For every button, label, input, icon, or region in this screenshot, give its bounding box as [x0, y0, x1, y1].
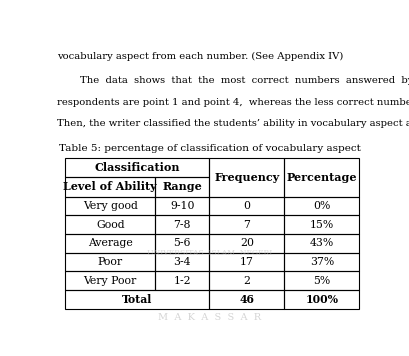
Text: Table 5: percentage of classification of vocabulary aspect: Table 5: percentage of classification of… — [58, 144, 361, 153]
Text: 100%: 100% — [305, 294, 338, 305]
Text: 1-2: 1-2 — [173, 276, 191, 286]
Text: Average: Average — [88, 239, 133, 248]
Text: 0%: 0% — [313, 201, 330, 211]
Bar — [284, 253, 359, 271]
Text: Total: Total — [122, 294, 153, 305]
Bar — [155, 197, 209, 215]
Text: 20: 20 — [240, 239, 254, 248]
Bar — [209, 253, 284, 271]
Text: Classification: Classification — [94, 162, 180, 173]
Text: 15%: 15% — [310, 220, 334, 230]
Bar — [155, 215, 209, 234]
Text: Then, the writer classified the students’ ability in vocabulary aspect as follow: Then, the writer classified the students… — [57, 119, 409, 128]
Bar — [155, 234, 209, 253]
Bar — [65, 253, 155, 271]
Text: Range: Range — [162, 182, 202, 192]
Text: 43%: 43% — [310, 239, 334, 248]
Text: 2: 2 — [243, 276, 250, 286]
Text: The  data  shows  that  the  most  correct  numbers  answered  by  the: The data shows that the most correct num… — [80, 76, 409, 85]
Text: Frequency: Frequency — [214, 172, 279, 183]
Text: 17: 17 — [240, 257, 254, 267]
Bar — [209, 197, 284, 215]
Bar — [284, 158, 359, 197]
Bar — [209, 234, 284, 253]
Bar — [209, 271, 284, 290]
Bar — [209, 158, 284, 197]
Bar — [155, 177, 209, 197]
Text: respondents are point 1 and point 4,  whereas the less correct number is point 7: respondents are point 1 and point 4, whe… — [57, 98, 409, 106]
Bar — [284, 234, 359, 253]
Text: Poor: Poor — [98, 257, 123, 267]
Bar — [65, 271, 155, 290]
Text: Level of Ability: Level of Ability — [63, 182, 157, 192]
Bar — [209, 215, 284, 234]
Bar — [65, 197, 155, 215]
Text: 7-8: 7-8 — [173, 220, 191, 230]
Text: M  A  K  A  S  S  A  R: M A K A S S A R — [158, 313, 261, 322]
Text: 9-10: 9-10 — [170, 201, 194, 211]
Bar — [65, 215, 155, 234]
Bar — [284, 271, 359, 290]
Text: 37%: 37% — [310, 257, 334, 267]
Text: UNIVERSITAS  ISLAM  NEGERI: UNIVERSITAS ISLAM NEGERI — [147, 249, 272, 257]
Bar — [65, 158, 209, 177]
Bar — [284, 197, 359, 215]
Bar — [65, 290, 209, 309]
Bar — [155, 271, 209, 290]
Text: Good: Good — [96, 220, 124, 230]
Bar — [209, 290, 284, 309]
Bar — [284, 215, 359, 234]
Bar — [284, 290, 359, 309]
Text: 5%: 5% — [313, 276, 330, 286]
Text: 46: 46 — [239, 294, 254, 305]
Bar — [155, 253, 209, 271]
Text: Percentage: Percentage — [287, 172, 357, 183]
Text: 7: 7 — [243, 220, 250, 230]
Text: 5-6: 5-6 — [173, 239, 191, 248]
Text: 0: 0 — [243, 201, 250, 211]
Text: vocabulary aspect from each number. (See Appendix IV): vocabulary aspect from each number. (See… — [57, 52, 344, 62]
Text: 3-4: 3-4 — [173, 257, 191, 267]
Bar — [65, 234, 155, 253]
Bar — [65, 177, 155, 197]
Text: Very good: Very good — [83, 201, 138, 211]
Text: Very Poor: Very Poor — [83, 276, 137, 286]
